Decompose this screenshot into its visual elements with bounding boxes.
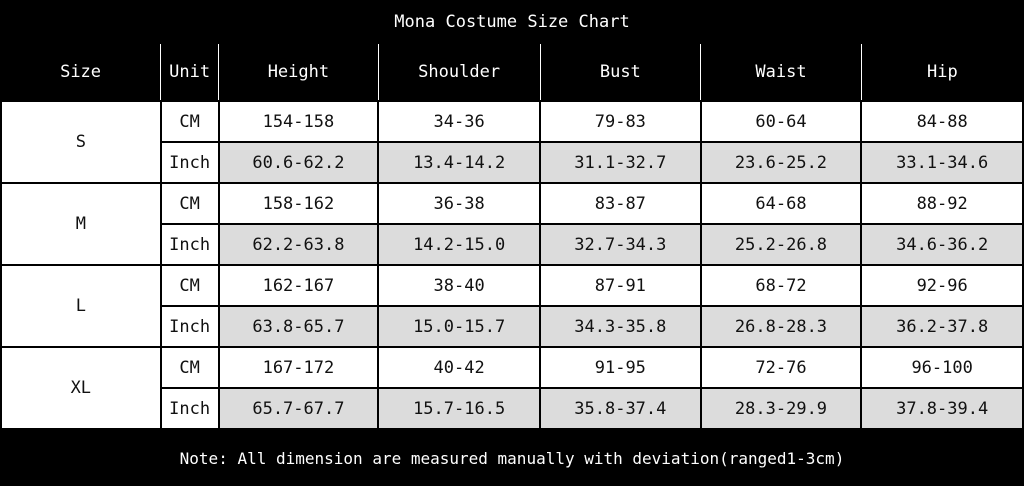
table-row: Inch 65.7-67.7 15.7-16.5 35.8-37.4 28.3-…	[1, 387, 1024, 430]
height-value: 63.8-65.7	[217, 305, 380, 348]
table-row: M CM 158-162 36-38 83-87 64-68 88-92	[0, 182, 1024, 266]
waist-value: 64-68	[699, 182, 863, 225]
shoulder-value: 15.0-15.7	[377, 305, 541, 348]
table-row: Inch 60.6-62.2 13.4-14.2 31.1-32.7 23.6-…	[1, 141, 1024, 184]
shoulder-value: 14.2-15.0	[377, 223, 541, 266]
measurement-note: Note: All dimension are measured manuall…	[179, 449, 845, 468]
waist-value: 72-76	[699, 346, 863, 389]
shoulder-value: 38-40	[377, 264, 541, 307]
size-table: Size Unit Height Shoulder Bust Waist Hip…	[0, 44, 1024, 430]
size-label: S	[0, 100, 162, 184]
height-value: 167-172	[217, 346, 380, 389]
height-value: 65.7-67.7	[217, 387, 380, 430]
header-unit: Unit	[160, 44, 220, 101]
waist-value: 28.3-29.9	[699, 387, 863, 430]
hip-value: 84-88	[860, 100, 1024, 143]
bust-value: 32.7-34.3	[539, 223, 702, 266]
bust-value: 91-95	[539, 346, 702, 389]
shoulder-value: 13.4-14.2	[377, 141, 541, 184]
shoulder-value: 40-42	[377, 346, 541, 389]
hip-value: 92-96	[860, 264, 1024, 307]
height-value: 158-162	[217, 182, 380, 225]
hip-value: 33.1-34.6	[860, 141, 1024, 184]
height-value: 60.6-62.2	[217, 141, 380, 184]
table-row: XL CM 167-172 40-42 91-95 72-76 96-100	[0, 346, 1024, 430]
unit-label: CM	[159, 346, 220, 389]
waist-value: 23.6-25.2	[699, 141, 863, 184]
waist-value: 60-64	[699, 100, 863, 143]
unit-label: CM	[159, 264, 220, 307]
table-row: L CM 162-167 38-40 87-91 68-72 92-96	[0, 264, 1024, 348]
hip-value: 36.2-37.8	[860, 305, 1024, 348]
waist-value: 26.8-28.3	[699, 305, 863, 348]
bust-value: 34.3-35.8	[539, 305, 702, 348]
header-hip: Hip	[860, 44, 1023, 101]
size-label: M	[0, 182, 162, 266]
unit-label: Inch	[159, 141, 220, 184]
hip-value: 88-92	[860, 182, 1024, 225]
shoulder-value: 34-36	[377, 100, 541, 143]
bust-value: 35.8-37.4	[539, 387, 702, 430]
table-row: Inch 63.8-65.7 15.0-15.7 34.3-35.8 26.8-…	[1, 305, 1024, 348]
height-value: 162-167	[217, 264, 380, 307]
header-bust: Bust	[539, 44, 702, 101]
bust-value: 83-87	[539, 182, 702, 225]
table-row: Inch 62.2-63.8 14.2-15.0 32.7-34.3 25.2-…	[1, 223, 1024, 266]
bust-value: 79-83	[539, 100, 702, 143]
height-value: 62.2-63.8	[217, 223, 380, 266]
unit-label: Inch	[159, 305, 220, 348]
hip-value: 34.6-36.2	[860, 223, 1024, 266]
unit-label: CM	[159, 182, 220, 225]
unit-label: Inch	[159, 223, 220, 266]
header-size: Size	[1, 44, 162, 101]
chart-title: Mona Costume Size Chart	[394, 12, 630, 32]
waist-value: 68-72	[699, 264, 863, 307]
bust-value: 87-91	[539, 264, 702, 307]
bust-value: 31.1-32.7	[539, 141, 702, 184]
shoulder-value: 36-38	[377, 182, 541, 225]
table-row: S CM 154-158 34-36 79-83 60-64 84-88	[0, 100, 1024, 184]
unit-label: Inch	[159, 387, 220, 430]
size-label: XL	[0, 346, 162, 430]
height-value: 154-158	[217, 100, 380, 143]
unit-label: CM	[159, 100, 220, 143]
hip-value: 96-100	[860, 346, 1024, 389]
hip-value: 37.8-39.4	[860, 387, 1024, 430]
header-shoulder: Shoulder	[377, 44, 541, 101]
shoulder-value: 15.7-16.5	[377, 387, 541, 430]
header-height: Height	[218, 44, 379, 101]
header-waist: Waist	[700, 44, 862, 101]
waist-value: 25.2-26.8	[699, 223, 863, 266]
header-row: Size Unit Height Shoulder Bust Waist Hip	[1, 44, 1023, 101]
size-label: L	[0, 264, 162, 348]
